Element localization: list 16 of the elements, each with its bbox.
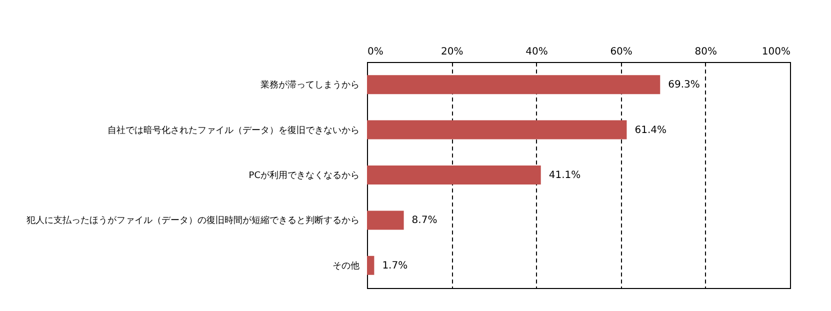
x-tick-label: 40% — [526, 46, 548, 58]
y-tick-label: その他 — [332, 260, 360, 272]
x-tick-label: 20% — [440, 46, 464, 58]
x-tick-label: 0% — [368, 46, 384, 58]
data-label: 61.4% — [634, 124, 667, 136]
y-tick-label: 自社では暗号化されたファイル（データ）を復旧できないから — [108, 124, 360, 136]
data-label: 8.7% — [412, 215, 438, 226]
x-tick-label: 60% — [610, 46, 632, 58]
x-tick-label: 80% — [694, 46, 718, 58]
x-tick-label: 100% — [762, 46, 790, 58]
data-label: 1.7% — [382, 260, 408, 272]
y-tick-label: 業務が滞ってしまうから — [260, 80, 360, 91]
data-label: 69.3% — [668, 80, 700, 91]
data-label: 41.1% — [548, 170, 581, 181]
y-tick-label: PCが利用できなくなるから — [248, 170, 360, 181]
y-tick-label: 犯人に支払ったほうがファイル（データ）の復旧時間が短縮できると判断するから — [26, 215, 360, 226]
